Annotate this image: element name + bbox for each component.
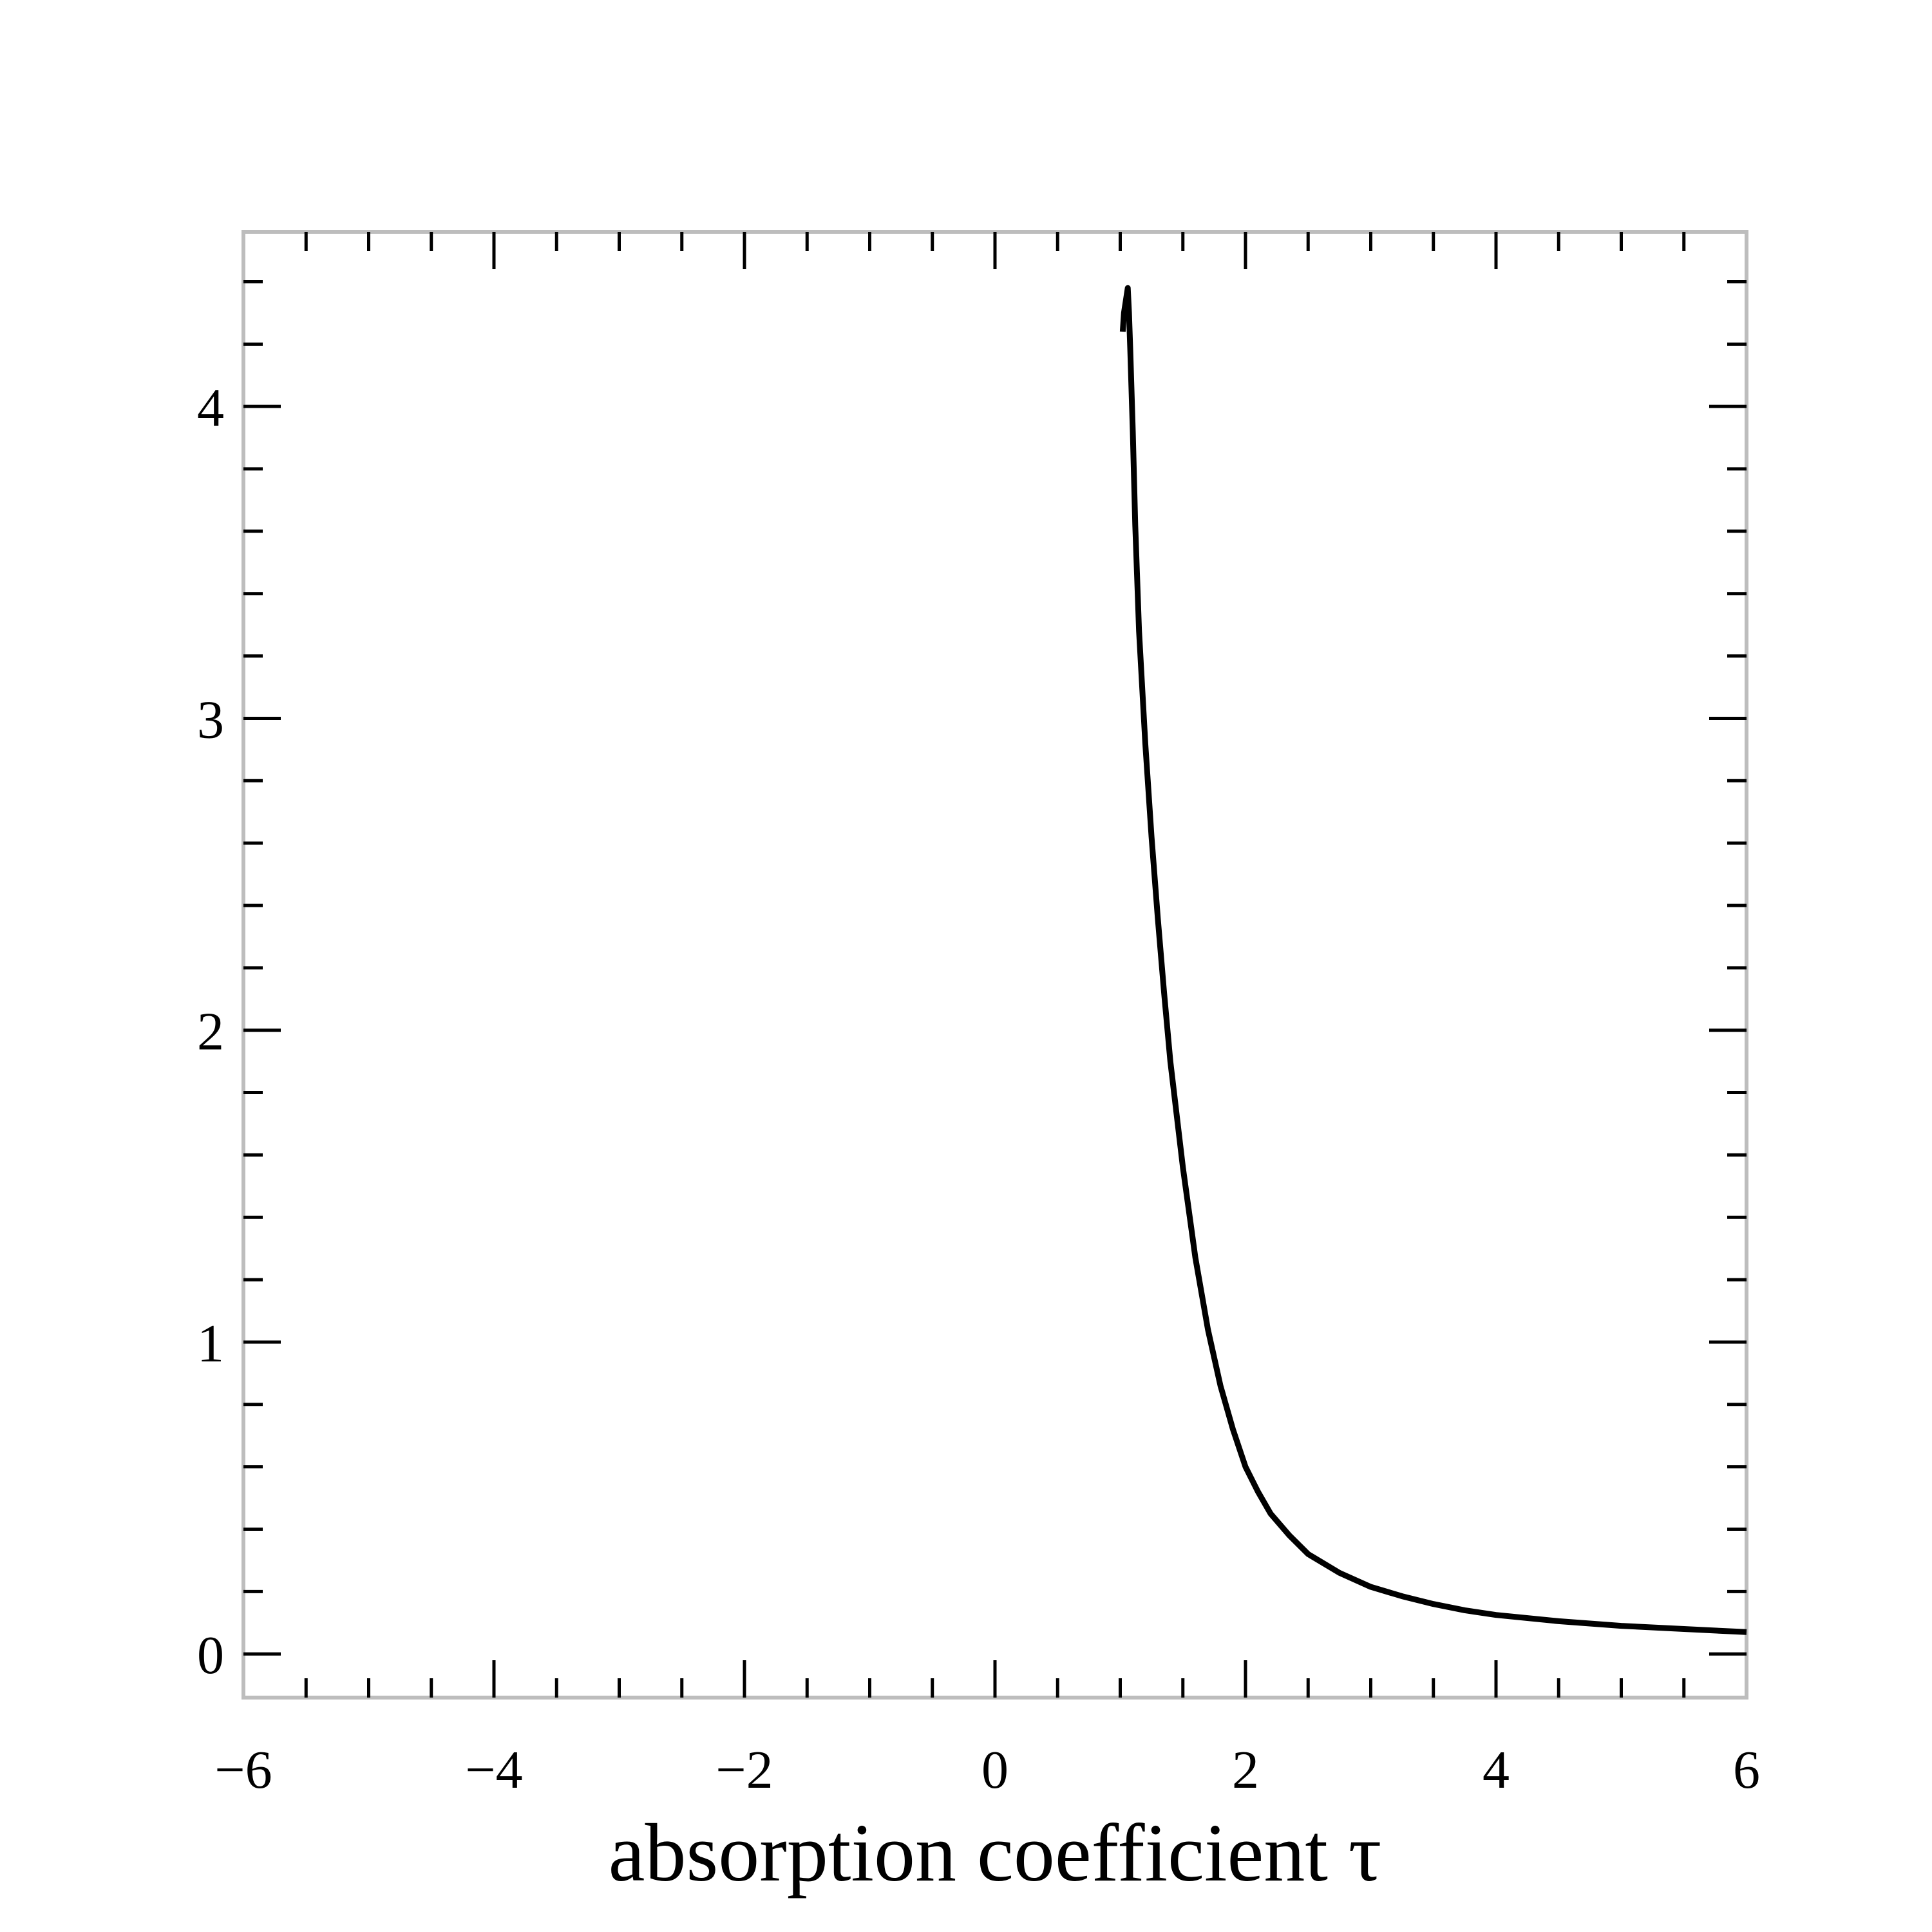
- x-tick-label: 6: [1733, 1740, 1760, 1800]
- x-tick-label: 0: [981, 1740, 1009, 1800]
- tick-labels-group: −6 −4 −2 0 2 4 6 0 1 2 3 4: [197, 378, 1760, 1800]
- tick-marks-group: [243, 232, 1747, 1698]
- x-tick-label: −4: [465, 1740, 522, 1800]
- series-line: [1119, 285, 1747, 1635]
- x-tick-label: 4: [1482, 1740, 1510, 1800]
- x-tick-label: 2: [1232, 1740, 1259, 1800]
- x-axis-label: absorption coefficient τ: [609, 1807, 1382, 1899]
- y-tick-label: 3: [197, 690, 224, 750]
- x-tick-label: −6: [214, 1740, 272, 1800]
- y-tick-label: 4: [197, 378, 224, 438]
- y-tick-label: 1: [197, 1314, 224, 1374]
- y-tick-label: 2: [197, 1002, 224, 1062]
- plot-frame: [242, 230, 1748, 1700]
- series-lines-group: [1119, 285, 1747, 1635]
- x-tick-label: −2: [715, 1740, 773, 1800]
- y-tick-label: 0: [197, 1625, 224, 1685]
- plot-frame-group: [242, 230, 1748, 1700]
